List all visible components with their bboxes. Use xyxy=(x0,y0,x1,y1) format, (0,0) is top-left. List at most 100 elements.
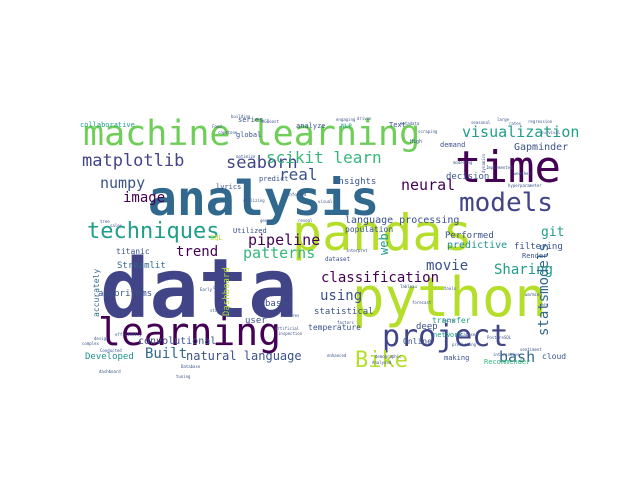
word-food: Food xyxy=(212,124,222,129)
word-filtering: filtering xyxy=(514,242,563,252)
word-global: global xyxy=(236,131,261,139)
word-techniques: techniques xyxy=(87,219,219,244)
word-decision: decision xyxy=(446,172,489,182)
word-database: Database xyxy=(181,364,201,369)
word-factor: factor xyxy=(442,318,457,323)
word-classification: classification xyxy=(321,270,439,286)
word-predicting: predicting xyxy=(452,342,477,347)
word-key: key xyxy=(541,302,549,307)
word-early: Early xyxy=(200,287,213,292)
word-recommender: Recommender xyxy=(484,358,530,366)
word-dataset: dataset xyxy=(325,256,351,263)
word-convolutional: convolutional xyxy=(138,336,216,347)
word-neural: neural xyxy=(401,176,455,194)
word-analysis: analysis xyxy=(148,171,379,227)
word-dynamics: dynamics xyxy=(481,153,486,173)
word-network: network xyxy=(433,331,463,339)
word-patterns: patterns xyxy=(243,244,315,262)
word-dashboard: Dashboard xyxy=(222,267,232,316)
word-database: database xyxy=(456,332,476,337)
word-clean: clean xyxy=(213,285,226,290)
word-sql: SQL xyxy=(210,234,223,242)
word-deep: deep xyxy=(416,322,438,332)
word-user: user xyxy=(245,316,267,326)
word-structures: structures xyxy=(210,308,235,313)
word-visualization: visualization xyxy=(462,123,579,141)
word-analyze: analyze xyxy=(296,122,326,130)
word-tools: tools xyxy=(444,286,457,291)
word-nlp: NLP xyxy=(341,123,352,130)
word-high: High xyxy=(410,139,422,145)
word-sharing: Sharing xyxy=(494,262,553,278)
word-xgboost: XGBoost xyxy=(262,119,279,124)
word-sales: sales xyxy=(110,223,123,228)
word-machine-learning: machine learning xyxy=(83,114,420,154)
word-capstone: capstone xyxy=(218,130,238,135)
word-based: based xyxy=(265,299,292,309)
word-modeling: modeling xyxy=(453,160,473,165)
word-algorithms: algorithms xyxy=(98,289,152,299)
word-genre: genre xyxy=(260,218,273,223)
word-learning: learning xyxy=(98,310,281,354)
word-demographic: demographic xyxy=(375,354,402,359)
word-visual: visual xyxy=(318,199,333,204)
word-complex: complex xyxy=(82,341,99,346)
word-analysed: Analysed xyxy=(372,360,392,365)
word-shares: shares xyxy=(285,313,300,318)
word-lyrics: lyrics xyxy=(216,183,241,191)
word-real: real xyxy=(279,165,318,184)
word-rates: rates xyxy=(509,121,522,126)
word-engaging: engaging xyxy=(336,117,356,122)
word-tree: tree xyxy=(100,219,110,224)
word-efficiently: efficiently xyxy=(115,332,142,337)
word-scraping: scraping xyxy=(418,129,438,134)
word-models: models xyxy=(459,188,553,218)
word-bike: Bike xyxy=(355,348,408,373)
word-built: Built xyxy=(145,346,187,362)
word-design: design xyxy=(94,336,109,341)
word-accurately: accurately xyxy=(92,269,101,317)
word-collaborative: collaborative xyxy=(80,121,135,129)
word-performed: Performed xyxy=(445,231,494,241)
word-predictive: predictive xyxy=(447,240,507,251)
word-series: series xyxy=(238,116,263,124)
word-language-processing: language processing xyxy=(345,215,459,226)
word-utilized: Utilized xyxy=(233,227,267,235)
word-reveal: reveal xyxy=(298,218,313,223)
word-streamlit: Streamlit xyxy=(117,261,166,271)
word-informed: informed xyxy=(287,192,307,197)
word-image: image xyxy=(123,190,165,206)
word-movie: movie xyxy=(426,258,468,274)
word-numpy: numpy xyxy=(100,174,145,192)
word-metadata: metadata xyxy=(400,121,420,126)
word-regression: regression xyxy=(528,119,553,124)
word-using: using xyxy=(320,288,362,304)
word-hyperparameter: hyperparameter xyxy=(508,183,542,188)
word-forecast: forecast xyxy=(412,300,432,305)
word-data: data xyxy=(100,242,297,337)
word-developed: Developed xyxy=(85,352,134,362)
word-git: git xyxy=(541,225,564,240)
word-transfer: transfer xyxy=(432,316,471,325)
word-utilizing: utilizing xyxy=(243,198,265,203)
word-demand: demand xyxy=(440,141,465,149)
word-implemented: Implemented xyxy=(486,165,513,170)
word-seaborn: seaborn xyxy=(226,153,298,173)
word-interactive: interactive xyxy=(493,352,520,357)
word-python: python xyxy=(352,266,547,329)
word-web: web xyxy=(377,233,391,255)
word-optimize: optimize xyxy=(236,154,256,159)
word-matplotlib: matplotlib xyxy=(82,151,184,171)
word-interpret: interpret xyxy=(346,248,368,253)
word-render: Render xyxy=(522,252,547,260)
word-sentiment: sentiment xyxy=(520,347,542,352)
word-gapminder: Gapminder xyxy=(514,142,568,153)
word-pandas: pandas xyxy=(292,204,473,262)
word-time: time xyxy=(455,142,561,193)
word-titanic: titanic xyxy=(116,247,150,256)
word-weather: weather xyxy=(514,171,531,176)
word-making: making xyxy=(444,354,469,362)
word-enhanced: enhanced xyxy=(327,353,347,358)
word-driven: driven xyxy=(357,116,372,121)
